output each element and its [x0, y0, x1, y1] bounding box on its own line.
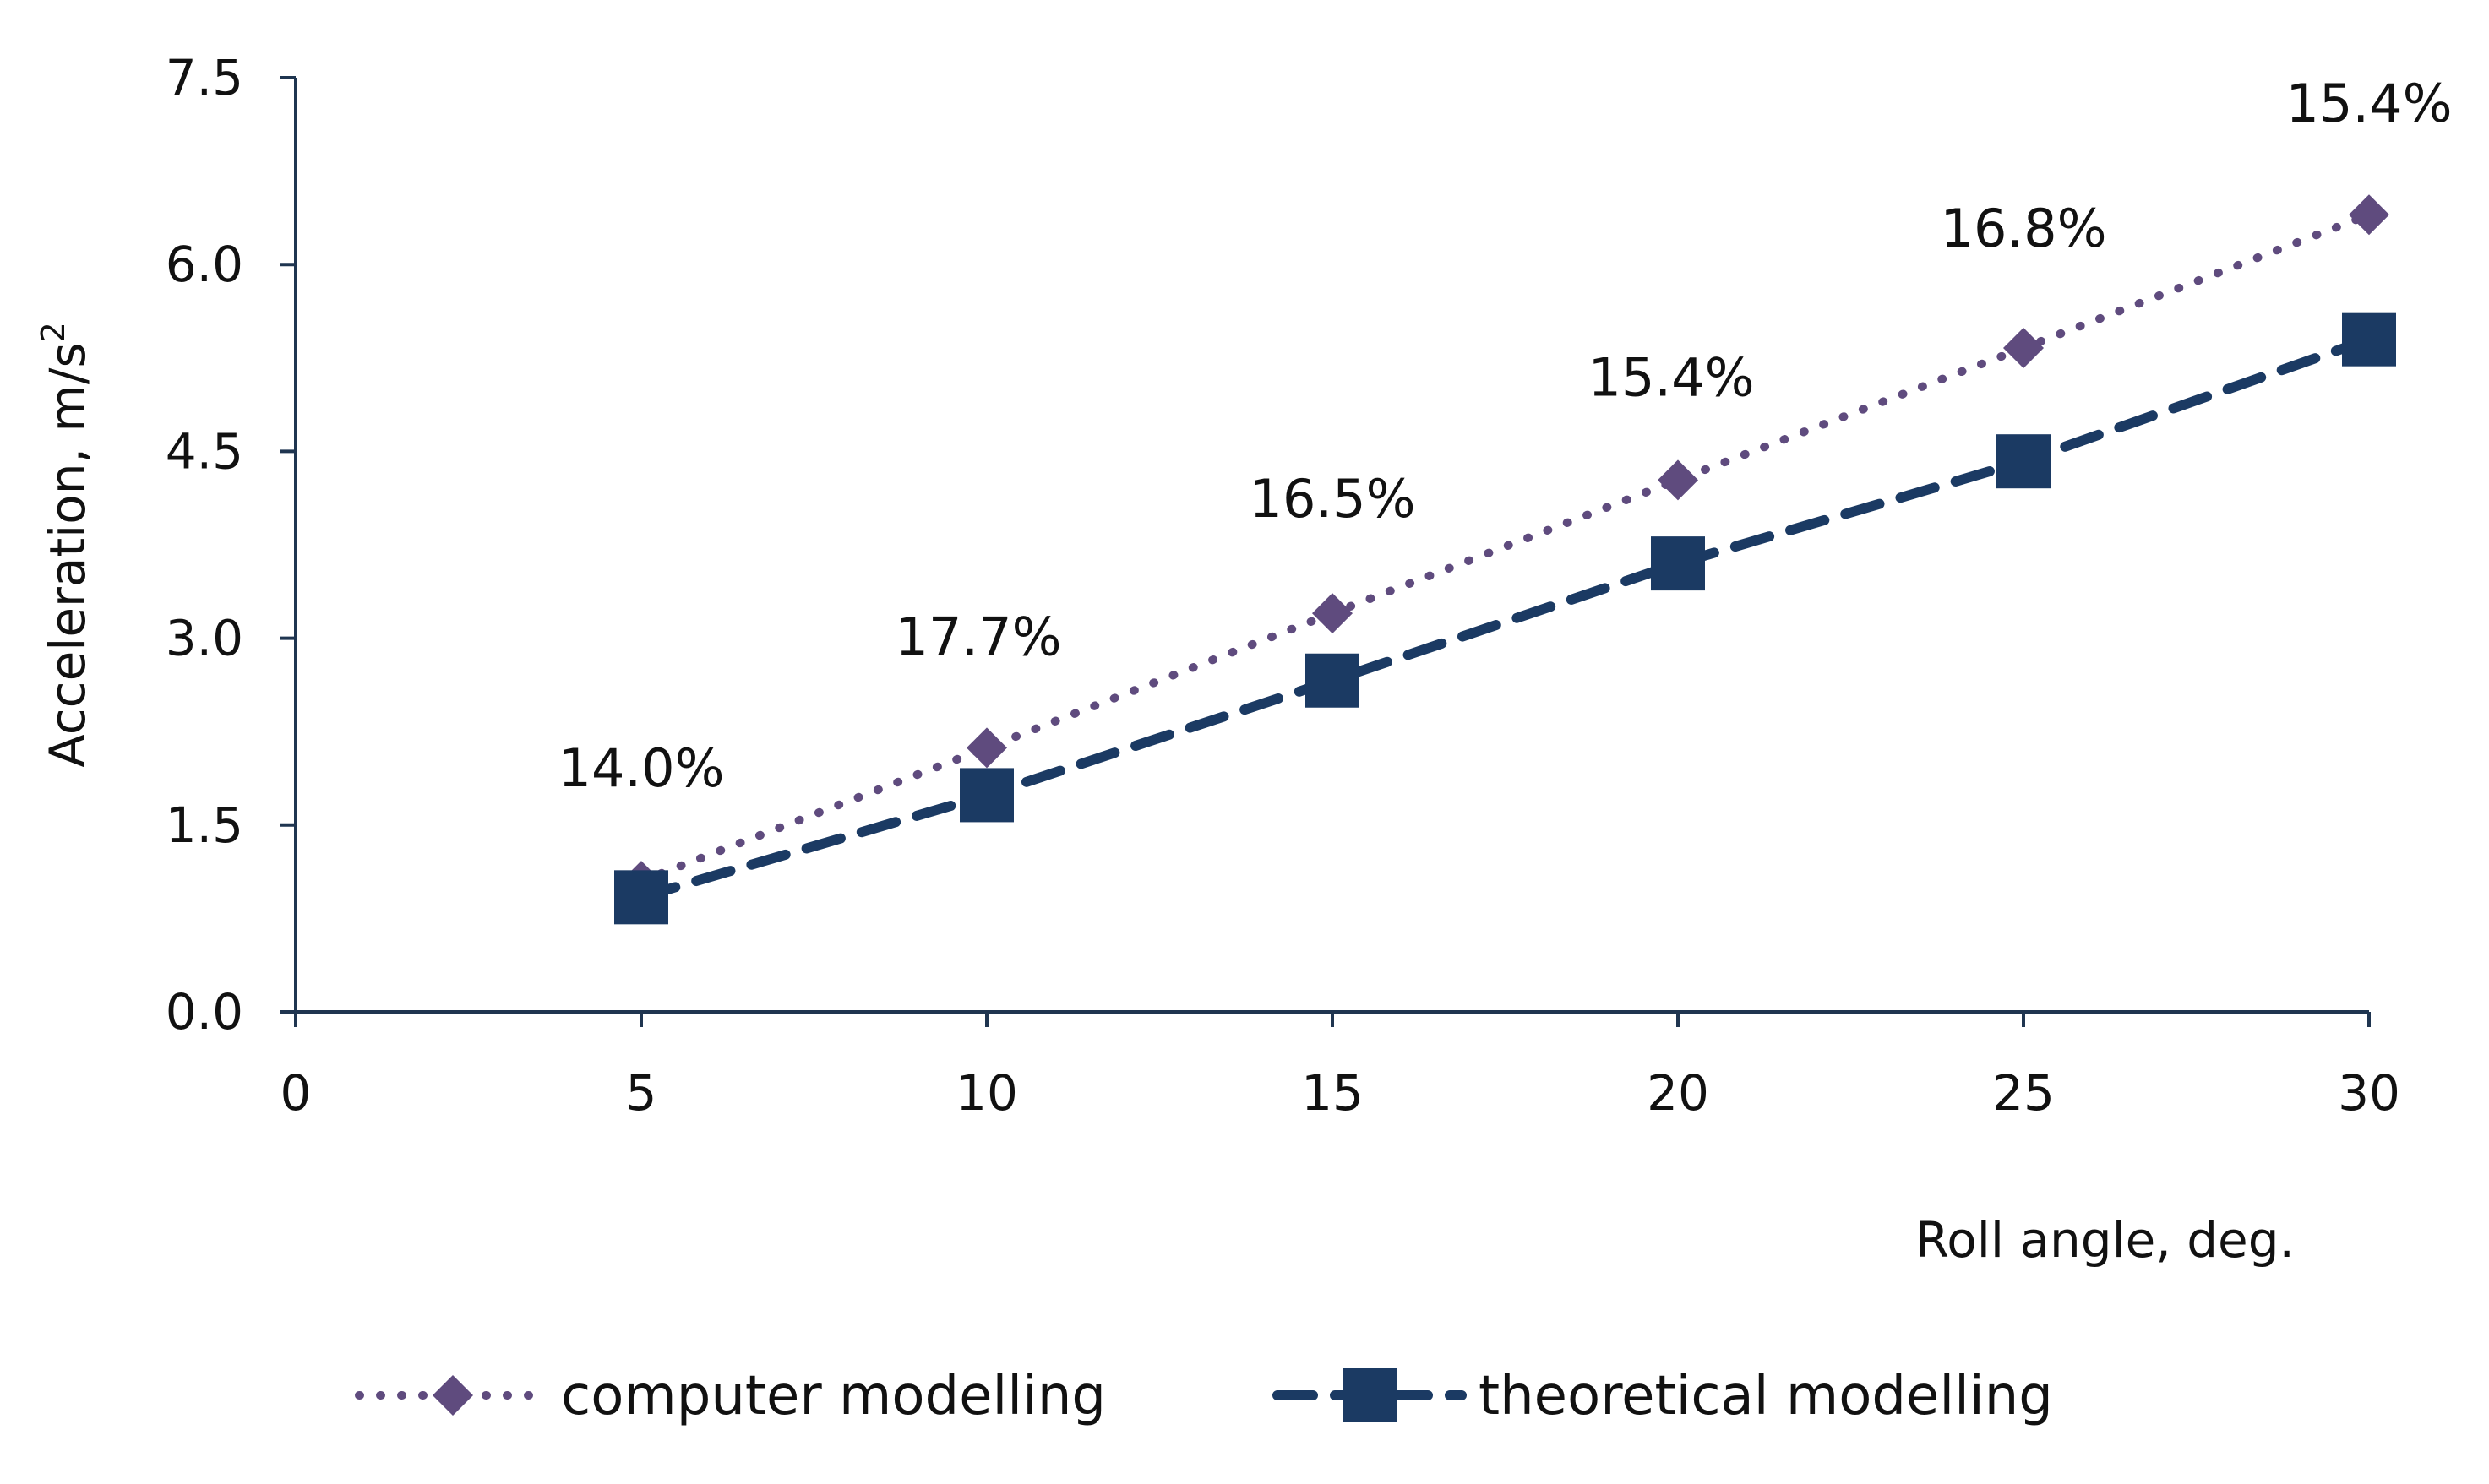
x-tick-label: 10 — [956, 1064, 1018, 1122]
data-point-marker — [1658, 459, 1698, 501]
y-tick-label: 4.5 — [166, 422, 243, 480]
x-tick-label: 25 — [1992, 1064, 2055, 1122]
y-axis-title-main: Acceleration, m/s — [39, 342, 96, 768]
legend-marker — [433, 1375, 473, 1416]
data-point-marker — [2342, 312, 2396, 367]
data-point-marker — [1996, 434, 2051, 489]
y-axis-title: Acceleration, m/s2 — [35, 322, 96, 768]
x-tick-label: 0 — [280, 1064, 312, 1122]
legend-label: computer modelling — [561, 1365, 1106, 1427]
y-tick-label: 3.0 — [166, 610, 243, 667]
data-point-marker — [614, 870, 668, 925]
data-point-marker — [1305, 653, 1359, 708]
data-label-annotation: 15.4% — [1588, 346, 1755, 408]
y-tick-label: 0.0 — [166, 983, 243, 1041]
y-tick-label: 6.0 — [166, 236, 243, 293]
x-tick-label: 15 — [1301, 1064, 1364, 1122]
x-axis-title: Roll angle, deg. — [1915, 1211, 2295, 1269]
series-computer-modelling — [621, 194, 2389, 902]
x-tick-label: 20 — [1647, 1064, 1709, 1122]
data-point-marker — [1312, 593, 1353, 634]
y-tick-label: 1.5 — [166, 796, 243, 854]
annotation-layer: 14.0% 17.7% 16.5% 15.4% 16.8% 15.4% — [558, 73, 2453, 799]
data-label-annotation: 15.4% — [2286, 73, 2453, 134]
ticks-layer: 0.0 1.5 3.0 4.5 6.0 7.5 0 5 10 15 20 25 30 — [166, 49, 2400, 1122]
legend-item: theoretical modelling — [1272, 1365, 2053, 1427]
data-label-annotation: 16.5% — [1250, 468, 1416, 530]
data-point-marker — [960, 768, 1014, 823]
series-theoretical-modelling — [614, 312, 2396, 925]
series-line — [636, 334, 2374, 903]
legend-item: computer modelling — [355, 1365, 1106, 1427]
legend-marker — [1343, 1368, 1397, 1422]
data-label-annotation: 17.7% — [896, 606, 1062, 667]
data-point-marker — [2349, 194, 2389, 236]
legend: computer modelling theoretical modelling — [355, 1365, 2053, 1427]
data-label-annotation: 16.8% — [1941, 198, 2107, 259]
y-tick-label: 7.5 — [166, 49, 243, 106]
legend-label: theoretical modelling — [1479, 1365, 2053, 1427]
x-tick-label: 5 — [626, 1064, 657, 1122]
data-point-marker — [1651, 536, 1705, 591]
series-layer — [614, 194, 2396, 925]
data-point-marker — [2003, 328, 2044, 369]
data-label-annotation: 14.0% — [558, 737, 725, 799]
x-tick-label: 30 — [2338, 1064, 2400, 1122]
series-line — [637, 210, 2373, 886]
y-axis-title-superscript: 2 — [35, 322, 72, 342]
data-point-marker — [967, 727, 1007, 769]
